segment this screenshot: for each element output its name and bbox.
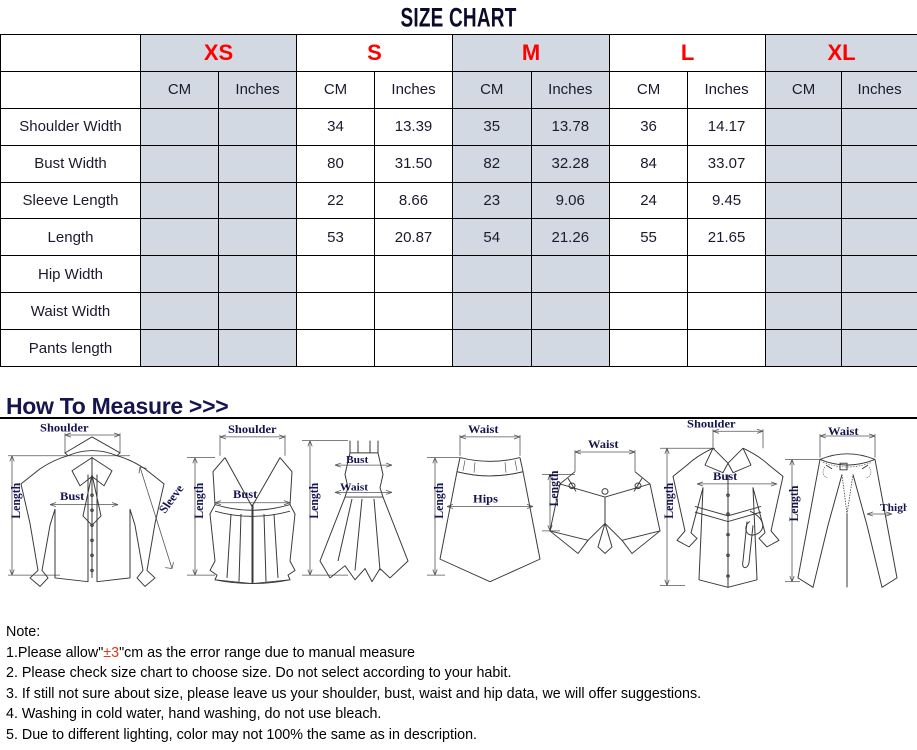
svg-text:Bust: Bust xyxy=(60,489,84,503)
svg-text:Length: Length xyxy=(9,483,23,519)
svg-text:Bust: Bust xyxy=(346,455,369,467)
svg-text:Sleeve: Sleeve xyxy=(156,482,185,516)
svg-text:Bust: Bust xyxy=(233,487,257,501)
svg-text:Length: Length xyxy=(547,470,561,506)
svg-text:Waist: Waist xyxy=(588,438,619,452)
svg-text:Thigh: Thigh xyxy=(880,502,907,514)
svg-text:Length: Length xyxy=(432,483,446,519)
svg-text:Length: Length xyxy=(192,483,206,519)
svg-text:Length: Length xyxy=(787,485,801,521)
svg-text:Shoulder: Shoulder xyxy=(40,421,89,435)
svg-text:Waist: Waist xyxy=(828,424,859,438)
svg-text:Length: Length xyxy=(307,483,321,519)
svg-text:Waist: Waist xyxy=(340,482,368,494)
svg-text:Length: Length xyxy=(662,483,676,519)
svg-text:Waist: Waist xyxy=(468,423,499,437)
svg-text:Bust: Bust xyxy=(713,470,737,484)
svg-text:Shoulder: Shoulder xyxy=(687,420,736,430)
svg-text:Hips: Hips xyxy=(473,492,498,506)
svg-text:Shoulder: Shoulder xyxy=(228,423,277,437)
